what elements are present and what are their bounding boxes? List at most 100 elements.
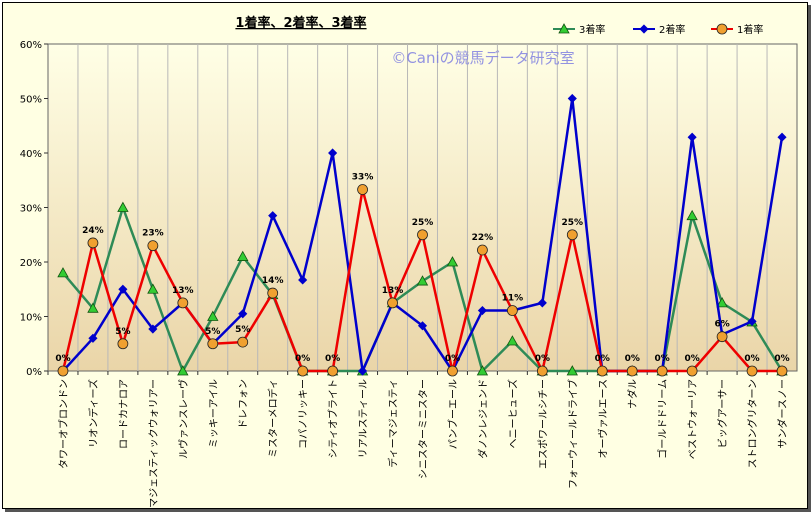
x-tick-label: ヘニーヒューズ [506, 379, 519, 449]
data-label: 6% [714, 320, 729, 330]
data-labels: 0% 24% 5% 23% 13% 5% 5% 14% 0% 0% 33% 13% 25% 0% 22% 11… [55, 173, 789, 364]
marker-triangle [566, 365, 578, 376]
marker-diamond [477, 305, 487, 316]
marker-diamond [118, 284, 128, 294]
y-tick-label: 0% [26, 367, 42, 378]
data-label: 25% [562, 218, 584, 228]
x-tick-label: ディーマジェスティ [387, 379, 400, 468]
x-tick-label: リオンディーズ [87, 379, 100, 448]
marker-diamond [328, 148, 338, 158]
marker-triangle [558, 23, 570, 34]
legend-label: 1着率 [737, 23, 763, 36]
data-label: 5% [205, 327, 220, 337]
y-axis: 0% 10% 20% 30% 40% 50% 60% [20, 40, 48, 378]
x-tick-label: タワーオブロンドン [57, 379, 70, 469]
marker-diamond [417, 321, 428, 331]
data-label: 0% [625, 354, 640, 364]
marker-circle [147, 240, 159, 252]
marker-circle [57, 365, 69, 377]
x-tick-label: オーヴァルエース [596, 379, 609, 459]
marker-circle [596, 365, 608, 377]
marker-circle [686, 365, 698, 377]
data-label: 0% [325, 354, 340, 364]
x-axis: タワーオブロンドン リオンディーズ ロードカナロア マジェスティックウォリアー ルヴァン… [47, 371, 789, 508]
marker-triangle [147, 283, 159, 294]
marker-circle [267, 287, 279, 299]
marker-circle [776, 365, 788, 377]
marker-diamond [358, 366, 368, 376]
marker-triangle [506, 335, 519, 346]
data-label: 13% [172, 286, 194, 296]
x-tick-label: ベストウォーリア [687, 379, 699, 459]
x-tick-label: ストロングリターン [746, 379, 759, 469]
marker-circle [506, 305, 518, 316]
data-label: 25% [412, 218, 434, 228]
watermark: ©Caniの競馬データ研究室 [391, 49, 574, 67]
marker-diamond [567, 93, 577, 104]
x-tick-label: シニスターミニスター [418, 379, 430, 479]
x-tick-label: ミスターメロディ [267, 379, 280, 458]
x-tick-label: ロードカナロア [118, 379, 130, 449]
marker-circle [746, 365, 758, 377]
x-tick-label: フォーウィールドライブ [566, 379, 579, 489]
y-tick-label: 30% [20, 204, 42, 215]
marker-diamond [537, 298, 547, 308]
chart-title: 1着率、2着率、3着率 [235, 15, 366, 31]
marker-circle [327, 365, 339, 377]
marker-diamond [268, 211, 278, 221]
legend-label: 3着率 [579, 23, 605, 36]
data-label: 0% [595, 354, 610, 364]
marker-triangle [446, 256, 459, 267]
x-tick-label: ダノンレジェンド [476, 379, 489, 459]
legend: 3着率 2着率 1着率 [553, 23, 763, 36]
x-tick-label: コパノリッキー [298, 379, 310, 449]
data-label: 33% [352, 173, 374, 183]
data-label: 5% [115, 327, 130, 337]
x-tick-label: ドレフォン [239, 379, 250, 429]
marker-diamond [747, 316, 757, 326]
legend-label: 2着率 [659, 23, 685, 36]
x-tick-label: リアルスティール [359, 379, 370, 458]
data-label: 14% [262, 276, 284, 286]
data-label: 5% [235, 325, 250, 335]
data-label: 0% [535, 354, 550, 364]
data-label: 0% [744, 354, 759, 364]
marker-triangle [686, 209, 698, 221]
marker-diamond [298, 275, 308, 285]
marker-circle [477, 244, 488, 256]
data-label: 0% [295, 354, 310, 364]
series-layer [57, 93, 788, 377]
data-label: 0% [655, 354, 670, 364]
marker-diamond [148, 324, 158, 334]
marker-diamond [88, 333, 98, 343]
x-tick-label: ナダル [626, 379, 639, 409]
data-label: 0% [445, 354, 460, 364]
marker-triangle [416, 275, 429, 286]
marker-triangle [207, 310, 219, 321]
y-tick-label: 60% [20, 40, 42, 51]
x-tick-label: サンダースノー [776, 379, 789, 449]
x-tick-label: ビッグアーサー [716, 379, 729, 448]
data-label: 0% [774, 354, 789, 364]
x-tick-label: シティオブライト [327, 379, 340, 458]
marker-circle [447, 365, 458, 377]
marker-triangle [237, 250, 249, 261]
y-tick-label: 10% [20, 313, 42, 324]
x-tick-label: パンブーエール [446, 379, 459, 449]
marker-diamond [639, 24, 649, 34]
marker-circle [117, 338, 129, 350]
x-tick-label: ゴールドドリーム [656, 379, 669, 459]
marker-circle [716, 23, 728, 35]
marker-circle [716, 331, 728, 343]
marker-circle [656, 365, 668, 377]
marker-circle [626, 365, 638, 377]
series-circle [57, 184, 788, 377]
marker-diamond [238, 309, 248, 319]
data-label: 24% [82, 226, 104, 236]
marker-circle [357, 184, 368, 195]
x-tick-label: エスポワールシチー [537, 379, 549, 469]
marker-triangle [117, 201, 129, 212]
data-label: 22% [472, 233, 494, 243]
marker-diamond [777, 132, 787, 142]
data-label: 0% [55, 354, 70, 364]
